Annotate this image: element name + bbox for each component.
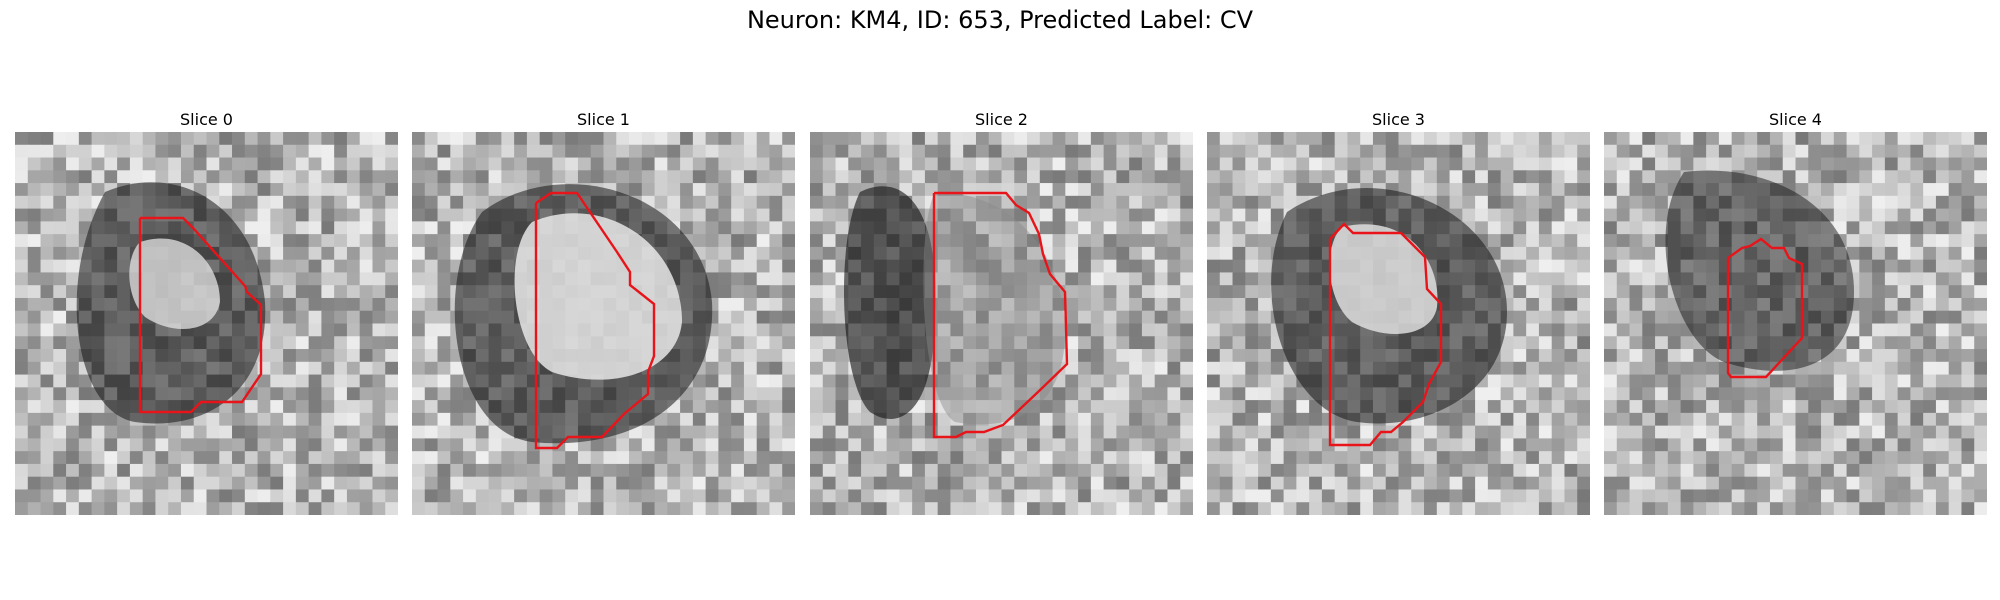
slice-mid-core-2 bbox=[923, 192, 1065, 425]
slice-outline-2 bbox=[932, 191, 1069, 439]
slice-image-0 bbox=[15, 132, 398, 515]
slice-image-2 bbox=[810, 132, 1193, 515]
slice-image-3 bbox=[1207, 132, 1590, 515]
slice-panel-1: Slice 1 bbox=[412, 108, 795, 515]
slice-title-3: Slice 3 bbox=[1372, 110, 1425, 129]
slice-outline-3 bbox=[1328, 222, 1443, 447]
slice-image-4 bbox=[1604, 132, 1987, 515]
slice-panel-0: Slice 0 bbox=[15, 108, 398, 515]
slice-title-1: Slice 1 bbox=[577, 110, 630, 129]
slice-title-0: Slice 0 bbox=[180, 110, 233, 129]
slice-panel-2: Slice 2 bbox=[810, 108, 1193, 515]
slice-title-4: Slice 4 bbox=[1769, 110, 1822, 129]
slice-bright-core-1 bbox=[514, 213, 682, 380]
slice-outline-4 bbox=[1726, 237, 1804, 379]
slice-outline-0 bbox=[138, 216, 263, 414]
figure-title: Neuron: KM4, ID: 653, Predicted Label: C… bbox=[746, 6, 1254, 34]
slice-image-1 bbox=[412, 132, 795, 515]
slice-bright-core-0 bbox=[129, 238, 220, 329]
slice-bright-core-3 bbox=[1329, 224, 1438, 334]
slice-panels: Slice 0 Slice 1 Slice 2 Slice 3 bbox=[15, 108, 1995, 528]
slice-panel-4: Slice 4 bbox=[1604, 108, 1987, 515]
slice-title-2: Slice 2 bbox=[975, 110, 1028, 129]
slice-panel-3: Slice 3 bbox=[1207, 108, 1590, 515]
slice-outline-1 bbox=[534, 191, 656, 450]
slice-dark-blob-2 bbox=[843, 186, 936, 419]
slice-dark-blob-4 bbox=[1665, 170, 1854, 371]
